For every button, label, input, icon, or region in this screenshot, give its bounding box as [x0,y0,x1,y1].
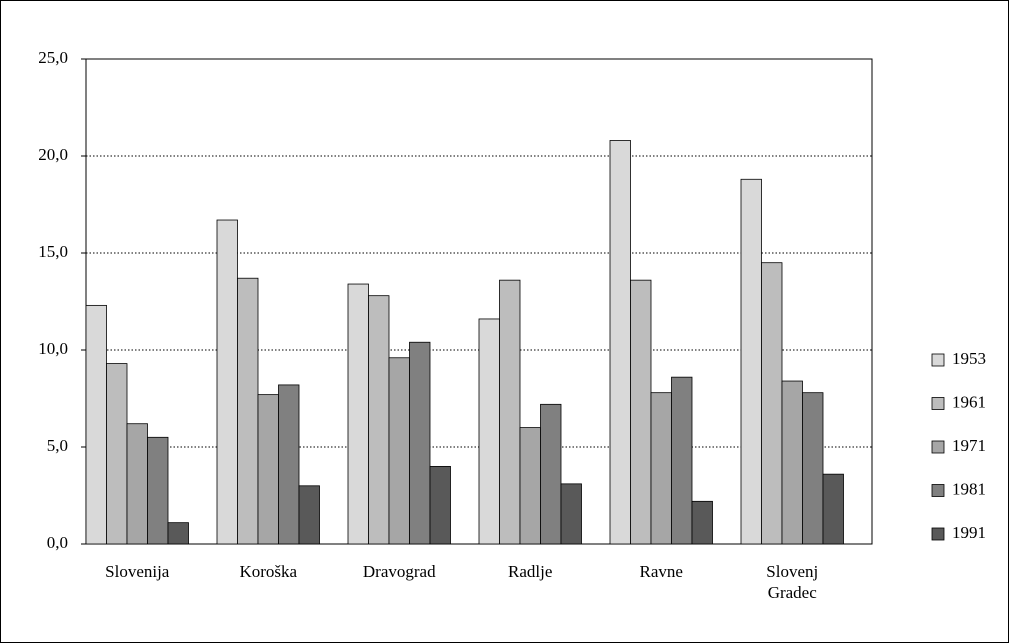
bar [761,262,783,545]
x-tick-label: Slovenj Gradec [766,562,819,602]
x-tick-label: Ravne [639,562,683,581]
y-tick-label: 20,0 [38,145,68,164]
bar [691,500,713,545]
legend-swatch [931,527,945,541]
bar [560,483,582,545]
bar [781,380,803,545]
bar [216,219,238,545]
legend-label: 1991 [952,523,986,542]
bar [257,394,279,545]
y-tick-label: 15,0 [38,242,68,261]
x-tick-label: Dravograd [362,562,436,581]
bar [630,279,652,545]
bar [802,392,824,545]
y-tick-label: 0,0 [47,533,68,552]
bar [822,473,844,545]
bar [671,376,693,545]
bar [609,140,631,545]
bar [106,363,128,545]
y-tick-label: 10,0 [38,339,68,358]
bar [650,392,672,545]
legend-label: 1953 [952,349,986,368]
bar [147,436,169,545]
legend-swatch [931,484,945,497]
y-tick-label: 25,0 [38,48,68,67]
x-tick-label: Radlje [508,562,553,581]
bar [409,341,431,545]
y-tick-label: 5,0 [47,436,68,455]
bar [237,277,259,545]
legend-swatch [931,353,945,367]
x-tick-label: Slovenija [105,562,170,581]
bar [388,357,410,545]
bar [478,318,500,545]
legend-label: 1981 [952,479,986,498]
bar [429,465,451,545]
bar [278,384,300,545]
bar [519,427,541,545]
legend-label: 1961 [952,392,986,411]
bar [540,403,562,545]
bar [167,522,189,545]
legend-label: 1971 [952,436,986,455]
bar [298,485,320,545]
bar [347,283,369,545]
bar [85,304,107,545]
bar [368,295,390,545]
bar [740,178,762,545]
bar [499,279,521,545]
bar [126,423,148,545]
legend-swatch [931,440,945,454]
legend-swatch [931,397,945,410]
x-tick-label: Koroška [239,562,298,581]
